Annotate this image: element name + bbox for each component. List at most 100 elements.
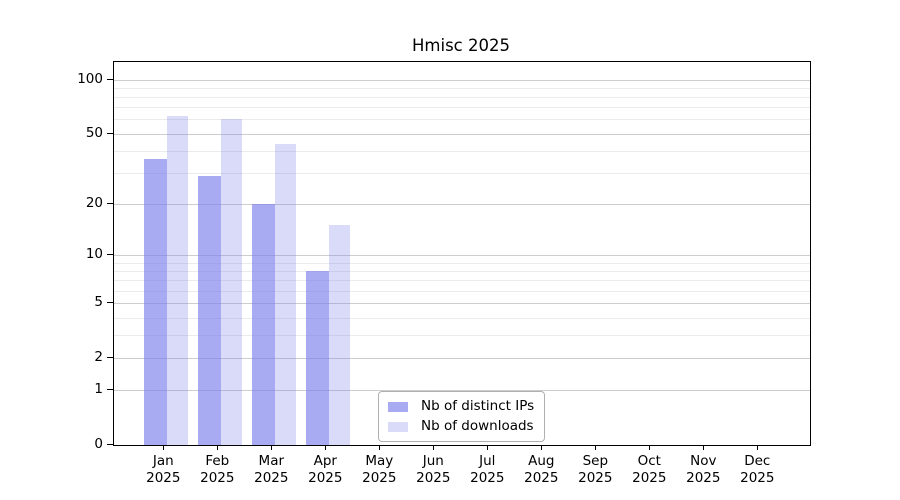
y-tick-20: [107, 202, 113, 204]
x-tick-month: Jun: [422, 453, 444, 469]
y-tick-label-1: 1: [94, 381, 103, 398]
x-tick-year: 2025: [524, 469, 559, 486]
y-tick-label-5: 5: [94, 294, 103, 311]
chart-title: Hmisc 2025: [412, 36, 510, 55]
bar-downloads-apr: [328, 225, 351, 445]
gridline-1: [114, 390, 810, 392]
x-tick-month: Apr: [313, 453, 337, 469]
gridline-2: [114, 358, 810, 359]
x-tick-label-feb: Feb 2025: [189, 453, 245, 486]
gridline-minor-40: [114, 150, 810, 152]
x-tick-month: Nov: [690, 453, 717, 469]
gridline-minor-60: [114, 119, 810, 121]
gridline-minor-7: [114, 280, 810, 282]
gridline-50: [114, 133, 810, 135]
x-tick-may: [379, 445, 381, 450]
gridline-minor-90: [114, 87, 810, 89]
x-tick-month: Sep: [582, 453, 609, 469]
x-tick-year: 2025: [740, 469, 775, 486]
gridline-minor-70: [114, 107, 810, 109]
x-tick-label-mar: Mar 2025: [243, 453, 299, 486]
y-tick-5: [107, 302, 113, 304]
legend: Nb of distinct IPs Nb of downloads: [378, 391, 546, 442]
gridline-10: [114, 255, 810, 257]
x-tick-year: 2025: [308, 469, 343, 486]
gridline-minor-80: [114, 97, 810, 98]
x-tick-year: 2025: [146, 469, 181, 486]
x-tick-mar: [271, 445, 273, 450]
y-tick-2: [107, 357, 113, 358]
x-tick-aug: [541, 445, 543, 450]
plot-area: [113, 61, 811, 446]
bar-distinct-ips-mar: [252, 203, 275, 445]
y-tick-label-50: 50: [85, 124, 103, 141]
x-tick-month: Feb: [205, 453, 230, 469]
y-tick-label-0: 0: [94, 436, 103, 452]
x-tick-year: 2025: [470, 469, 505, 486]
y-tick-label-20: 20: [85, 194, 103, 211]
x-tick-label-sep: Sep 2025: [567, 453, 623, 486]
x-tick-label-jan: Jan 2025: [135, 453, 191, 486]
bar-distinct-ips-apr: [306, 271, 329, 445]
x-tick-jan: [163, 445, 165, 450]
legend-entry: Nb of downloads: [388, 418, 534, 435]
x-tick-label-jun: Jun 2025: [405, 453, 461, 486]
x-tick-dec: [757, 445, 759, 450]
gridline-minor-3: [114, 335, 810, 337]
x-tick-month: Oct: [637, 453, 661, 469]
x-tick-oct: [649, 445, 651, 450]
legend-swatch-distinct-ips: [388, 401, 408, 412]
y-tick-10: [107, 254, 113, 256]
y-tick-100: [107, 78, 113, 80]
y-tick-1: [107, 389, 113, 391]
gridline-100: [114, 79, 810, 81]
bar-downloads-mar: [274, 143, 297, 445]
legend-label: Nb of downloads: [421, 418, 534, 434]
x-tick-month: Mar: [258, 453, 285, 469]
x-tick-month: Jul: [479, 453, 496, 469]
x-tick-jun: [433, 445, 435, 450]
x-tick-label-aug: Aug 2025: [513, 453, 569, 486]
gridline-minor-9: [114, 262, 810, 264]
gridline-minor-30: [114, 173, 810, 175]
x-tick-feb: [217, 445, 219, 450]
x-tick-year: 2025: [254, 469, 289, 486]
x-tick-label-may: May 2025: [351, 453, 407, 486]
x-tick-jul: [487, 445, 489, 450]
x-tick-year: 2025: [686, 469, 721, 486]
bar-distinct-ips-jan: [144, 159, 167, 445]
legend-entry: Nb of distinct IPs: [388, 398, 534, 415]
x-tick-month: Jan: [152, 453, 174, 469]
y-tick-label-100: 100: [77, 70, 103, 87]
x-tick-label-jul: Jul 2025: [459, 453, 515, 486]
bar-downloads-jan: [166, 115, 189, 445]
gridline-minor-4: [114, 317, 810, 319]
x-tick-year: 2025: [362, 469, 397, 486]
y-tick-0: [107, 444, 113, 445]
x-tick-year: 2025: [632, 469, 667, 486]
x-tick-label-dec: Dec 2025: [729, 453, 785, 486]
gridline-20: [114, 203, 810, 205]
x-tick-label-apr: Apr 2025: [297, 453, 353, 486]
x-tick-year: 2025: [416, 469, 451, 486]
bar-distinct-ips-feb: [198, 175, 221, 445]
gridline-5: [114, 303, 810, 305]
x-tick-month: Dec: [744, 453, 771, 469]
x-tick-nov: [703, 445, 705, 450]
y-tick-label-2: 2: [94, 349, 103, 365]
x-tick-year: 2025: [200, 469, 235, 486]
legend-label: Nb of distinct IPs: [421, 398, 535, 414]
bar-downloads-feb: [220, 119, 243, 445]
gridline-minor-6: [114, 290, 810, 292]
x-tick-sep: [595, 445, 597, 450]
x-tick-apr: [325, 445, 327, 450]
gridline-minor-8: [114, 271, 810, 272]
x-tick-month: Aug: [528, 453, 555, 469]
legend-swatch-downloads: [388, 421, 408, 432]
y-tick-label-10: 10: [85, 246, 103, 263]
x-tick-year: 2025: [578, 469, 613, 486]
y-tick-50: [107, 132, 113, 134]
x-tick-label-oct: Oct 2025: [621, 453, 677, 486]
x-tick-label-nov: Nov 2025: [675, 453, 731, 486]
